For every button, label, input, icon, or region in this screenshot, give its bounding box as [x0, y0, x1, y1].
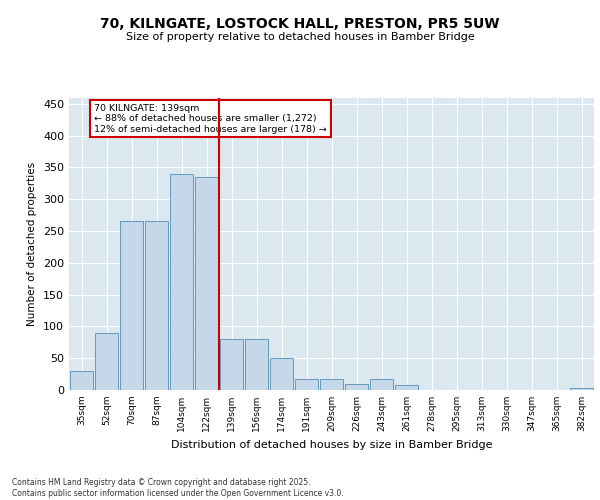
Bar: [220, 339, 244, 390]
Text: Contains HM Land Registry data © Crown copyright and database right 2025.
Contai: Contains HM Land Registry data © Crown c…: [12, 478, 344, 498]
Bar: [95, 333, 118, 390]
Bar: [119, 222, 143, 390]
Bar: [569, 388, 593, 390]
Bar: [194, 177, 218, 390]
Bar: [170, 174, 193, 390]
Text: Size of property relative to detached houses in Bamber Bridge: Size of property relative to detached ho…: [125, 32, 475, 42]
X-axis label: Distribution of detached houses by size in Bamber Bridge: Distribution of detached houses by size …: [171, 440, 492, 450]
Bar: [395, 385, 418, 390]
Bar: [295, 378, 319, 390]
Bar: [320, 378, 343, 390]
Bar: [370, 378, 394, 390]
Bar: [269, 358, 293, 390]
Bar: [245, 339, 268, 390]
Text: 70, KILNGATE, LOSTOCK HALL, PRESTON, PR5 5UW: 70, KILNGATE, LOSTOCK HALL, PRESTON, PR5…: [100, 18, 500, 32]
Bar: [145, 222, 169, 390]
Bar: [344, 384, 368, 390]
Y-axis label: Number of detached properties: Number of detached properties: [28, 162, 37, 326]
Bar: [70, 371, 94, 390]
Text: 70 KILNGATE: 139sqm
← 88% of detached houses are smaller (1,272)
12% of semi-det: 70 KILNGATE: 139sqm ← 88% of detached ho…: [94, 104, 327, 134]
